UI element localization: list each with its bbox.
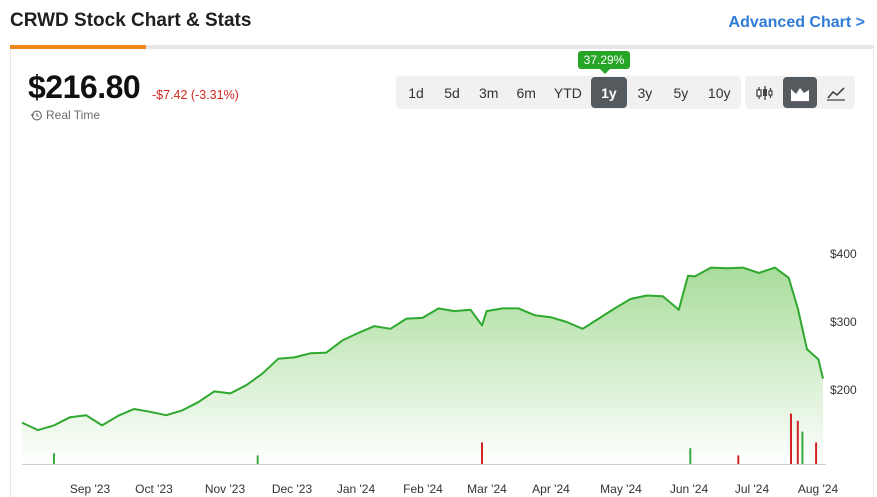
y-axis: $400 $300 $200 bbox=[830, 247, 857, 397]
volume-bar bbox=[737, 455, 740, 464]
range-button-1d[interactable]: 1d bbox=[408, 84, 424, 101]
header-divider bbox=[10, 45, 874, 49]
mountain-chart-button[interactable] bbox=[783, 77, 817, 108]
x-tick-label: Jan '24 bbox=[337, 482, 376, 496]
time-range-selector: 1d 5d 3m 6m YTD 1y 3y 5y 10y bbox=[396, 76, 742, 109]
candlestick-chart-button[interactable] bbox=[747, 77, 781, 108]
x-tick-label: Apr '24 bbox=[532, 482, 570, 496]
header-divider-accent bbox=[10, 45, 146, 49]
range-button-ytd[interactable]: YTD bbox=[553, 84, 582, 101]
x-tick-label: Mar '24 bbox=[467, 482, 507, 496]
volume-bar bbox=[801, 431, 804, 464]
volume-bar bbox=[689, 448, 692, 464]
range-button-1y[interactable]: 1y bbox=[590, 77, 627, 108]
volume-bar bbox=[53, 453, 55, 464]
y-tick-label: $200 bbox=[830, 383, 857, 397]
line-chart-icon bbox=[827, 86, 845, 101]
price-line bbox=[21, 266, 824, 432]
range-button-3y[interactable]: 3y bbox=[637, 84, 653, 101]
volume-bar bbox=[790, 413, 792, 464]
x-tick-label: Aug '24 bbox=[798, 482, 839, 496]
x-tick-label: Jul '24 bbox=[735, 482, 770, 496]
x-axis: Sep '23 Oct '23 Nov '23 Dec '23 Jan '24 … bbox=[70, 482, 839, 496]
volume-bar bbox=[796, 420, 799, 464]
current-price: $216.80 bbox=[28, 69, 141, 105]
line-chart-button[interactable] bbox=[819, 77, 853, 108]
realtime-label: Real Time bbox=[46, 108, 101, 122]
advanced-chart-link[interactable]: Advanced Chart > bbox=[728, 14, 865, 31]
x-tick-label: May '24 bbox=[600, 482, 642, 496]
candlestick-chart-icon bbox=[756, 85, 773, 100]
range-button-10y[interactable]: 10y bbox=[707, 84, 731, 101]
price-area-fill bbox=[22, 267, 823, 464]
y-tick-label: $400 bbox=[830, 247, 857, 261]
clock-history-icon bbox=[30, 109, 42, 121]
x-tick-label: Jun '24 bbox=[670, 482, 709, 496]
mountain-chart-icon bbox=[791, 87, 809, 101]
x-tick-label: Dec '23 bbox=[272, 482, 313, 496]
x-tick-label: Oct '23 bbox=[135, 482, 173, 496]
chart-type-selector bbox=[745, 76, 855, 109]
volume-bar bbox=[256, 455, 259, 464]
range-button-5d[interactable]: 5d bbox=[444, 84, 460, 101]
x-tick-label: Feb '24 bbox=[403, 482, 443, 496]
volume-bars bbox=[53, 413, 818, 464]
x-tick-label: Sep '23 bbox=[70, 482, 111, 496]
volume-bar bbox=[815, 442, 818, 464]
realtime-indicator: Real Time bbox=[30, 108, 100, 122]
volume-bar bbox=[481, 442, 483, 464]
x-tick-label: Nov '23 bbox=[205, 482, 246, 496]
y-tick-label: $300 bbox=[830, 315, 857, 329]
range-button-3m[interactable]: 3m bbox=[479, 84, 499, 101]
range-button-6m[interactable]: 6m bbox=[516, 84, 536, 101]
range-button-5y[interactable]: 5y bbox=[673, 84, 689, 101]
price-change: -$7.42 (-3.31%) bbox=[152, 88, 239, 102]
page-title: CRWD Stock Chart & Stats bbox=[10, 10, 252, 31]
range-return-badge: 37.29% bbox=[578, 51, 630, 74]
